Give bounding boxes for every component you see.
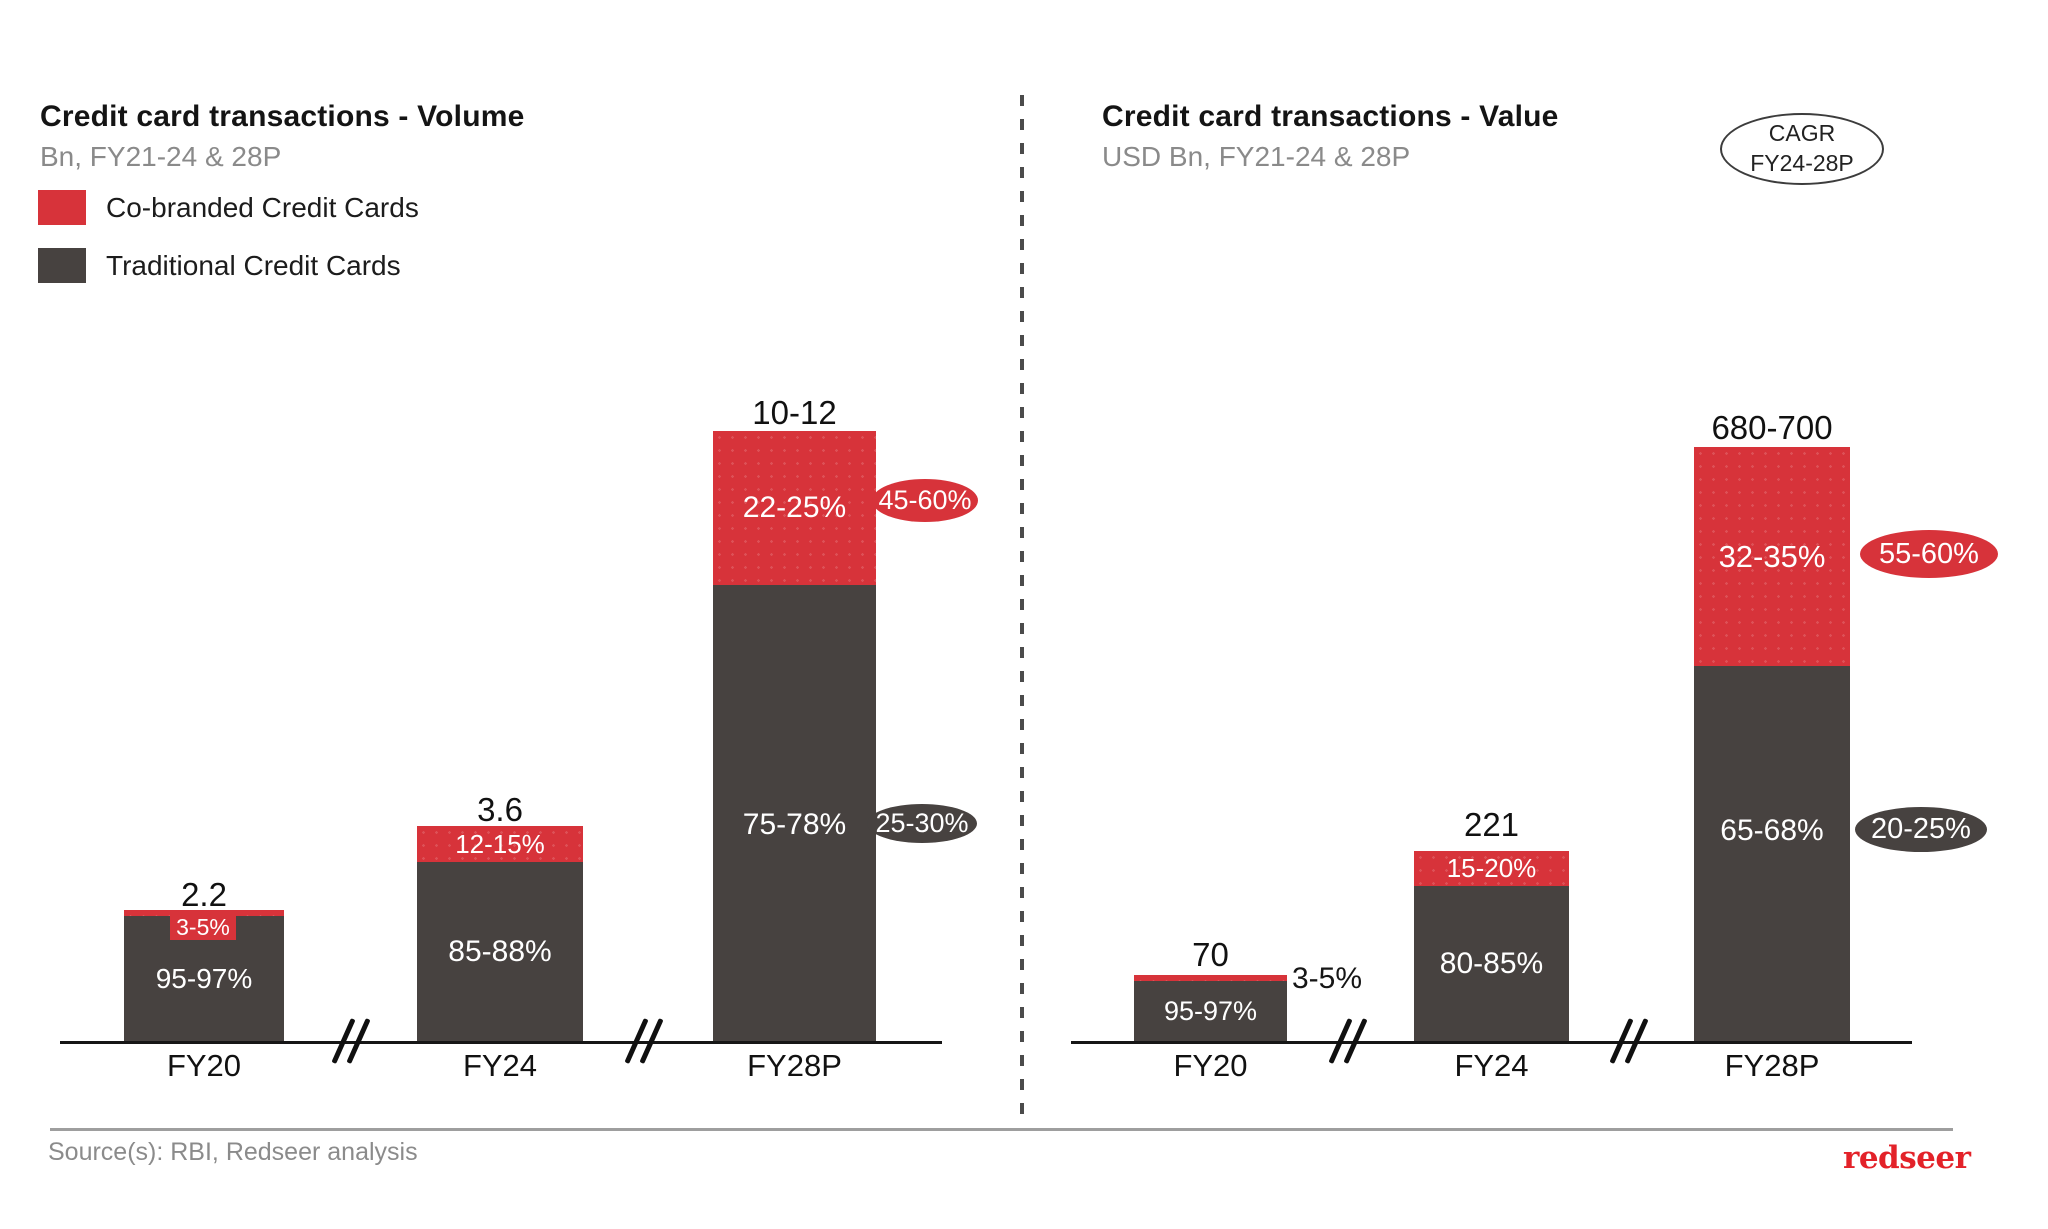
redseer-logo: redseer (1843, 1140, 1971, 1176)
val-traditional-cagr-badge: 20-25% (1855, 807, 1987, 852)
vol-traditional-cagr-badge: 25-30% (867, 804, 977, 843)
val-fy24-cobranded-label: 15-20% (1446, 853, 1537, 883)
vol-axis-break-1 (331, 1017, 371, 1065)
vol-fy20-traditional-label: 95-97% (155, 962, 253, 994)
val-fy20-traditional-segment: 95-97% (1134, 981, 1287, 1041)
vol-fy24-cobranded-label: 12-15% (455, 828, 545, 859)
traditional-swatch-icon (38, 248, 86, 283)
footer-divider (50, 1128, 1953, 1131)
val-cobranded-cagr-badge: 55-60% (1860, 530, 1998, 578)
cagr-badge: CAGR FY24-28P (1720, 113, 1884, 185)
val-fy28p-traditional-label: 65-68% (1720, 814, 1824, 847)
value-chart-title: Credit card transactions - Value (1102, 100, 1559, 133)
val-fy28p-cobranded-label: 32-35% (1718, 538, 1826, 574)
val-axis-break-1 (1328, 1017, 1368, 1065)
legend-item-traditional: Traditional Credit Cards (38, 248, 401, 283)
vol-fy24-cobranded-segment: 12-15% (417, 826, 583, 862)
legend-label-traditional: Traditional Credit Cards (106, 249, 401, 281)
vol-fy24-traditional-segment: 85-88% (417, 862, 583, 1041)
vol-fy28p-cobranded-label: 22-25% (742, 491, 847, 524)
val-fy28p-cobranded-segment: 32-35% (1694, 447, 1850, 666)
volume-chart-subtitle: Bn, FY21-24 & 28P (40, 141, 282, 172)
val-fy28p-traditional-segment: 65-68% (1694, 666, 1850, 1041)
source-note: Source(s): RBI, Redseer analysis (48, 1138, 418, 1166)
val-fy28p-total: 680-700 (1711, 409, 1833, 446)
vol-xaxis-label-fy28p: FY28P (747, 1048, 842, 1083)
val-fy24-traditional-segment: 80-85% (1414, 886, 1569, 1041)
val-fy20-cobranded-segment (1134, 975, 1287, 981)
val-xaxis-label-fy28p: FY28P (1724, 1048, 1820, 1083)
volume-chart-title: Credit card transactions - Volume (40, 100, 525, 133)
vol-xaxis-label-fy24: FY24 (462, 1048, 538, 1083)
cagr-badge-line2: FY24-28P (1750, 150, 1854, 176)
vol-fy28p-traditional-label: 75-78% (742, 808, 847, 841)
vol-cobranded-cagr-badge: 45-60% (872, 479, 978, 522)
vol-fy28p-traditional-segment: 75-78% (713, 585, 876, 1041)
val-fy20-cobranded-label: 3-5% (1292, 962, 1363, 995)
legend-item-cobranded: Co-branded Credit Cards (38, 190, 419, 225)
cagr-badge-line1: CAGR (1768, 120, 1836, 147)
val-xaxis-label-fy20: FY20 (1173, 1048, 1248, 1083)
vol-fy20-cobranded-label: 3-5% (170, 914, 236, 940)
vol-fy24-traditional-label: 85-88% (448, 934, 552, 968)
legend-label-cobranded: Co-branded Credit Cards (106, 191, 419, 223)
cobranded-swatch-icon (38, 190, 86, 225)
vol-xaxis-label-fy20: FY20 (166, 1048, 242, 1083)
val-fy20-total: 70 (1192, 936, 1229, 973)
vol-fy28p-cobranded-segment: 22-25% (713, 431, 876, 585)
val-xaxis-label-fy24: FY24 (1454, 1048, 1529, 1083)
value-chart-subtitle: USD Bn, FY21-24 & 28P (1102, 141, 1411, 172)
vol-axis-break-2 (624, 1017, 664, 1065)
vol-fy24-total: 3.6 (477, 791, 523, 828)
val-fy24-cobranded-segment: 15-20% (1414, 851, 1569, 886)
value-chart-header: Credit card transactions - Value USD Bn,… (1102, 100, 1559, 173)
vol-fy20-total: 2.2 (181, 876, 227, 913)
val-axis-break-2 (1609, 1017, 1649, 1065)
val-fy20-traditional-label: 95-97% (1163, 995, 1258, 1026)
val-x-axis (1071, 1041, 1912, 1044)
val-fy24-traditional-label: 80-85% (1439, 946, 1544, 980)
panel-divider (1020, 95, 1024, 1117)
volume-chart-header: Credit card transactions - Volume Bn, FY… (40, 100, 525, 173)
vol-fy28p-total: 10-12 (752, 394, 837, 431)
val-fy24-total: 221 (1463, 806, 1520, 843)
vol-x-axis (60, 1041, 942, 1044)
vol-fy20-cobranded-segment (124, 910, 284, 916)
